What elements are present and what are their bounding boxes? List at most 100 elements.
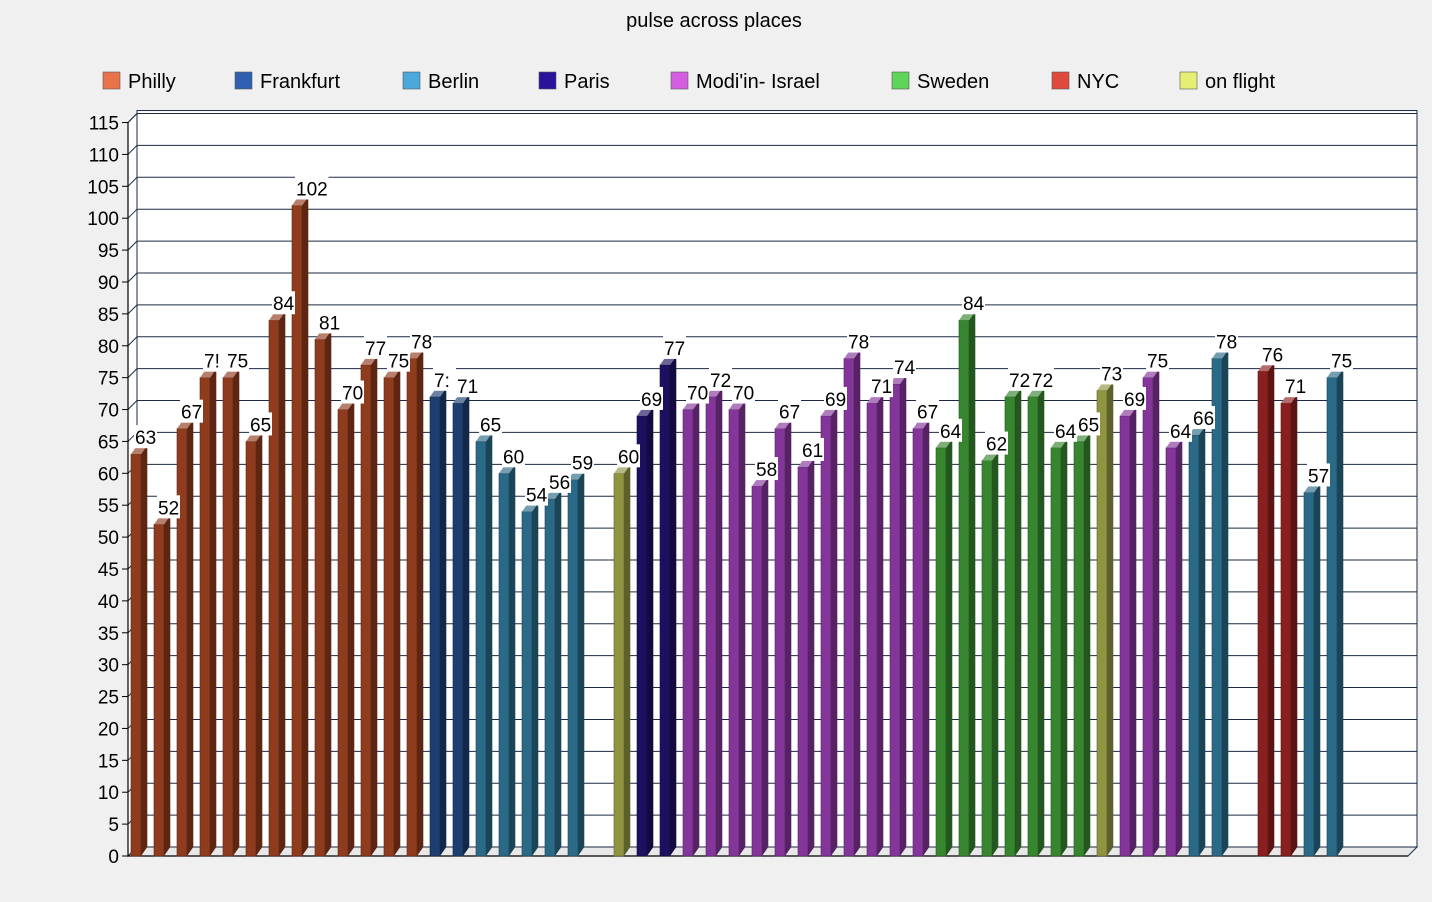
data-label: 70 — [733, 384, 754, 405]
legend-swatch — [234, 71, 253, 90]
data-label: 54 — [526, 486, 548, 507]
bar-modi-in-israel — [843, 349, 861, 857]
data-label: 72 — [1009, 371, 1030, 392]
y-tick-label: 65 — [98, 432, 119, 453]
data-label-bg — [249, 412, 272, 436]
data-label-bg — [387, 348, 410, 372]
bar-front — [475, 441, 487, 857]
bar-side — [693, 400, 700, 856]
bar-front — [613, 473, 625, 857]
data-label: 69 — [825, 390, 846, 411]
bar-side — [371, 355, 378, 856]
bar-front — [751, 485, 763, 857]
gridline — [127, 272, 1417, 283]
bar-front — [429, 396, 441, 857]
data-label-bg — [410, 329, 433, 353]
bar-side — [716, 387, 723, 856]
data-label: 69 — [641, 390, 662, 411]
bar-side — [1222, 349, 1229, 856]
bar-modi-in-israel — [728, 400, 746, 857]
data-label: 78 — [411, 333, 432, 354]
data-label-bg — [939, 418, 962, 442]
bar-side — [1268, 362, 1275, 856]
bar-berlin — [521, 502, 539, 857]
bar-front — [1119, 415, 1131, 857]
y-tick-label: 45 — [98, 560, 119, 581]
data-label-bg — [985, 431, 1008, 455]
legend-swatch — [1051, 71, 1070, 90]
bar-front — [360, 364, 372, 857]
data-label-bg — [433, 367, 456, 391]
data-label-bg — [1192, 406, 1215, 430]
data-label: 69 — [1124, 390, 1145, 411]
legend-label: Paris — [564, 71, 610, 93]
bar-modi-in-israel — [797, 457, 815, 857]
data-label-bg — [1008, 367, 1031, 391]
data-label: 72 — [1032, 371, 1053, 392]
data-label-bg — [571, 450, 594, 474]
data-label: 7: — [434, 371, 450, 392]
legend-item-paris: Paris — [538, 71, 610, 93]
data-label-bg — [134, 425, 157, 449]
data-label-bg — [1054, 418, 1077, 442]
bar-front — [452, 402, 464, 857]
data-label: 65 — [250, 415, 271, 436]
bar-modi-in-israel — [1142, 368, 1160, 857]
data-label: 65 — [1078, 415, 1099, 436]
y-tick-label: 10 — [98, 783, 119, 804]
bar-frankfurt — [429, 387, 447, 857]
bar-side — [1130, 406, 1137, 856]
y-tick-label: 0 — [108, 847, 119, 868]
bar-front — [130, 453, 142, 857]
y-axis: 0510152025303540455055606570758085909510… — [87, 114, 1408, 868]
data-label: 65 — [480, 415, 501, 436]
data-label: 58 — [756, 460, 777, 481]
bar-side — [808, 457, 815, 856]
data-label-bg — [226, 348, 249, 372]
bar-front — [1165, 447, 1177, 857]
data-label: 102 — [296, 179, 328, 200]
bar-philly — [406, 349, 424, 857]
bar-front — [843, 358, 855, 857]
bar-front — [1096, 390, 1108, 857]
data-label: 73 — [1101, 364, 1122, 385]
bar-modi-in-israel — [705, 387, 723, 857]
bar-side — [923, 419, 930, 856]
data-label: 75 — [1147, 352, 1168, 373]
bar-berlin — [498, 464, 516, 857]
bar-front — [1326, 377, 1338, 857]
bar-berlin — [544, 489, 562, 857]
data-label: 64 — [1055, 422, 1077, 443]
legend-swatch — [670, 71, 689, 90]
bar-front — [659, 364, 671, 857]
y-tick-label: 115 — [89, 114, 119, 135]
bar-side — [946, 438, 953, 856]
gridline — [127, 144, 1417, 155]
bar-front — [889, 383, 901, 857]
y-tick-label: 30 — [98, 656, 119, 677]
data-label: 72 — [710, 371, 731, 392]
y-tick-label: 70 — [98, 401, 119, 422]
y-tick-label: 25 — [98, 688, 119, 709]
data-label-bg — [1100, 361, 1123, 385]
data-label-bg — [364, 335, 387, 359]
bar-front — [245, 441, 257, 857]
y-tick-label: 100 — [87, 209, 119, 230]
bar-side — [164, 515, 171, 856]
gridline — [127, 113, 1417, 123]
bar-front — [199, 377, 211, 857]
bar-side — [1199, 426, 1206, 856]
data-label: 71 — [457, 377, 478, 398]
data-label-bg — [962, 291, 985, 315]
legend-item-philly: Philly — [102, 71, 176, 93]
bar-philly — [222, 368, 240, 857]
bar-modi-in-israel — [912, 419, 930, 857]
data-label: 74 — [894, 358, 916, 379]
bar-front — [981, 460, 993, 857]
data-label: 77 — [365, 339, 386, 360]
legend-label: Philly — [128, 71, 176, 93]
bar-side — [900, 375, 907, 856]
bar-side — [624, 464, 631, 856]
bar-side — [233, 368, 240, 856]
